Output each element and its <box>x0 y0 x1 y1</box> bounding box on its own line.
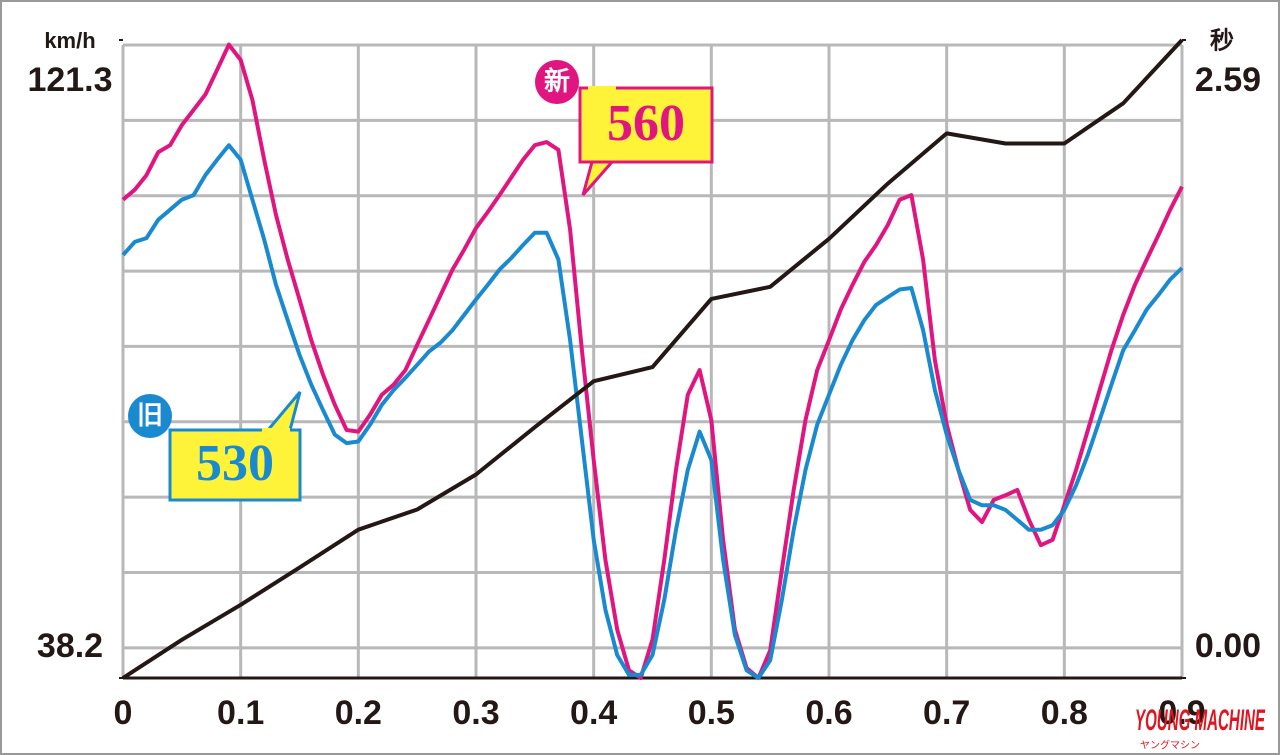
badge <box>128 394 172 438</box>
x-tick-label: 0.1 <box>217 694 264 732</box>
x-tick-label: 0.8 <box>1041 694 1088 732</box>
badge-label: 新 <box>544 66 570 96</box>
logo: YOUNG MACHINE <box>1135 704 1265 737</box>
y-tick-label: 38.2 <box>37 627 103 665</box>
y2-tick-label: 2.59 <box>1195 61 1261 99</box>
x-tick-label: 0.7 <box>923 694 970 732</box>
series-line <box>121 38 1184 680</box>
x-tick-label: 0.2 <box>335 694 382 732</box>
callout-box <box>578 86 714 164</box>
badge <box>535 60 579 104</box>
y2-axis-label: 秒 <box>1210 27 1234 54</box>
series-line <box>121 143 1184 680</box>
callout-tail <box>581 161 614 196</box>
legend-label: 560 <box>607 95 685 152</box>
x-tick-label: 0 <box>114 694 133 732</box>
badge-label: 旧 <box>137 400 163 430</box>
callout-tail <box>266 391 302 431</box>
x-tick-label: 0.9 <box>1158 694 1205 732</box>
callout-patch <box>588 86 616 92</box>
logo-sub: ヤングマシン <box>1140 739 1200 752</box>
y-axis-label: km/h <box>44 28 95 53</box>
x-tick-label: 0.4 <box>570 694 617 732</box>
plot: 0 0.1 0.2 0.3 0.4 0.5 0.6 0.7 0.8 0.9 38.2 121.3 0.0… <box>27 38 1261 732</box>
x-tick-label: 0.6 <box>805 694 852 732</box>
x-tick-label: 0.5 <box>688 694 735 732</box>
legend-label: 530 <box>196 435 274 492</box>
y-tick-label: 121.3 <box>27 61 112 99</box>
callout-patch <box>262 428 290 434</box>
y2-tick-label: 0.00 <box>1195 627 1261 665</box>
callout-box <box>168 428 302 502</box>
x-tick-label: 0.3 <box>452 694 499 732</box>
series-line <box>121 42 1184 680</box>
